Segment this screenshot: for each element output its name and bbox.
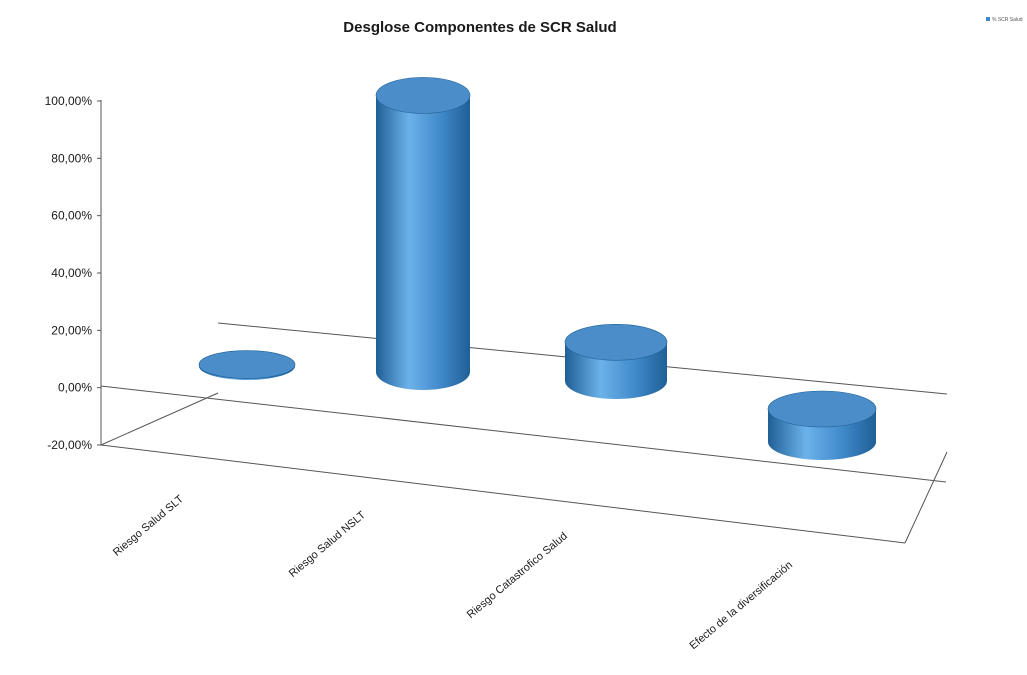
category-label: Riesgo Salud SLT — [111, 493, 186, 559]
bar-4 — [767, 390, 877, 460]
y-tick-label: 40,00% — [51, 266, 92, 280]
floor-front-edge — [100, 444, 906, 544]
bar-body — [376, 95, 470, 390]
bar-top — [564, 323, 668, 361]
legend-swatch — [986, 17, 990, 21]
bar-1 — [198, 350, 296, 380]
legend: % SCR Salud — [986, 17, 1023, 23]
chart-axes — [100, 100, 948, 544]
y-tick-label: 80,00% — [51, 151, 92, 165]
floor-left-edge — [100, 392, 219, 446]
chart-title: Desglose Componentes de SCR Salud — [343, 19, 616, 36]
y-tick-labels: 100,00% 80,00% 60,00% 40,00% 20,00% 0,00% -20,… — [45, 94, 101, 452]
category-label: Riesgo Salud NSLT — [287, 509, 368, 580]
bar-2 — [375, 77, 471, 390]
y-tick-label: -20,00% — [47, 438, 92, 452]
category-label: Riesgo Catastrofico Salud — [465, 530, 570, 621]
y-tick-label: 100,00% — [45, 94, 93, 108]
bar-3 — [564, 323, 668, 399]
y-tick-label: 60,00% — [51, 209, 92, 223]
category-label: Efecto de la diversificación — [687, 559, 794, 652]
bars — [198, 77, 877, 460]
legend-label: % SCR Salud — [992, 17, 1023, 23]
floor-right-edge — [904, 451, 948, 544]
zero-plane-front — [100, 385, 947, 483]
y-tick-label: 0,00% — [58, 381, 92, 395]
y-tick-label: 20,00% — [51, 323, 92, 337]
bar-top — [198, 350, 296, 379]
bar-top — [767, 390, 877, 428]
bar-top — [375, 77, 471, 114]
